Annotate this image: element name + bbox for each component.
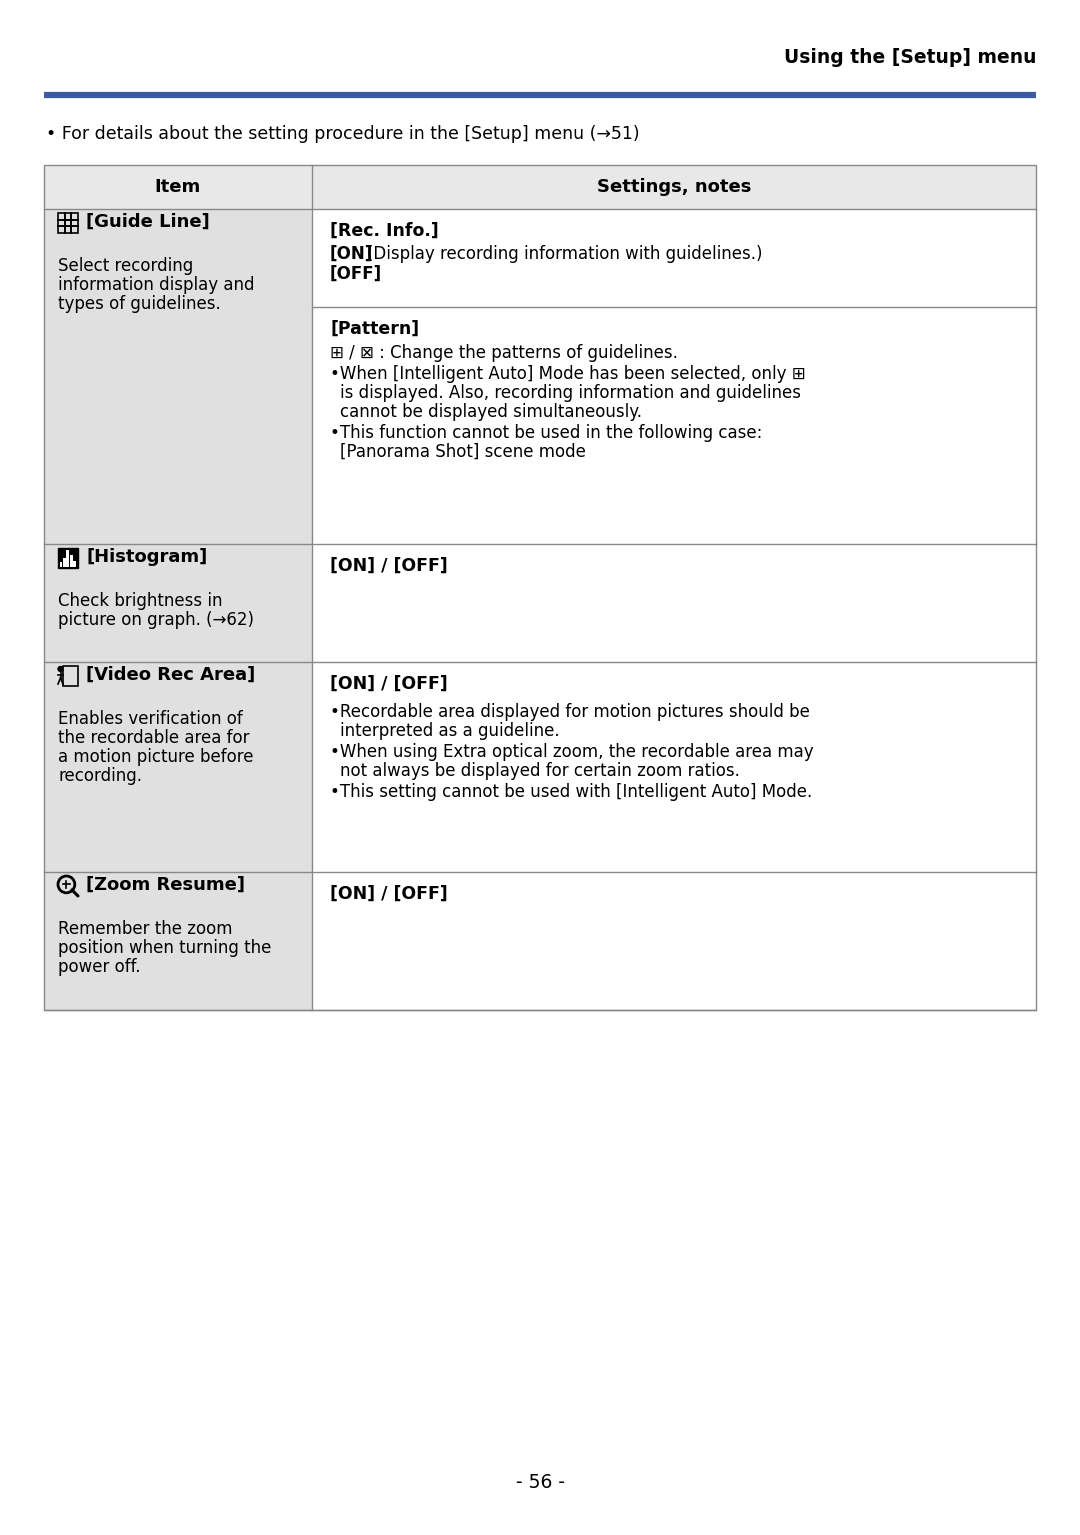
- Text: [ON] / [OFF]: [ON] / [OFF]: [330, 675, 448, 692]
- Text: information display and: information display and: [58, 276, 255, 295]
- Bar: [65, 213, 71, 220]
- Text: ⊞ / ⊠ : Change the patterns of guidelines.: ⊞ / ⊠ : Change the patterns of guideline…: [330, 344, 678, 362]
- Text: Using the [Setup] menu: Using the [Setup] menu: [783, 48, 1036, 68]
- Bar: [63, 559, 66, 566]
- Bar: [71, 226, 78, 233]
- Bar: [58, 213, 65, 220]
- Text: •Recordable area displayed for motion pictures should be: •Recordable area displayed for motion pi…: [330, 703, 810, 721]
- Text: power off.: power off.: [58, 958, 140, 976]
- Bar: [58, 220, 65, 226]
- Circle shape: [58, 666, 63, 671]
- Bar: [71, 220, 78, 226]
- Text: [Rec. Info.]: [Rec. Info.]: [330, 223, 438, 239]
- Bar: [44, 164, 1036, 1010]
- Text: [Zoom Resume]: [Zoom Resume]: [86, 876, 245, 893]
- Bar: [65, 220, 71, 226]
- Text: [Video Rec Area]: [Video Rec Area]: [86, 666, 255, 685]
- Text: [ON] / [OFF]: [ON] / [OFF]: [330, 886, 448, 903]
- Text: •When [Intelligent Auto] Mode has been selected, only ⊞: •When [Intelligent Auto] Mode has been s…: [330, 365, 806, 384]
- Text: [Panorama Shot] scene mode: [Panorama Shot] scene mode: [340, 444, 585, 460]
- Text: Remember the zoom: Remember the zoom: [58, 919, 232, 938]
- Text: the recordable area for: the recordable area for: [58, 729, 249, 748]
- Text: recording.: recording.: [58, 768, 141, 784]
- Text: •When using Extra optical zoom, the recordable area may: •When using Extra optical zoom, the reco…: [330, 743, 813, 761]
- Bar: [44, 209, 312, 543]
- Text: Check brightness in: Check brightness in: [58, 593, 222, 609]
- Text: is displayed. Also, recording information and guidelines: is displayed. Also, recording informatio…: [340, 384, 801, 402]
- Text: Enables verification of: Enables verification of: [58, 711, 243, 728]
- Text: - 56 -: - 56 -: [515, 1474, 565, 1492]
- Text: [Histogram]: [Histogram]: [86, 548, 207, 566]
- Bar: [70, 554, 72, 566]
- Bar: [59, 562, 63, 566]
- Text: a motion picture before: a motion picture before: [58, 748, 254, 766]
- Text: position when turning the: position when turning the: [58, 939, 271, 956]
- Bar: [58, 226, 65, 233]
- Bar: [58, 548, 78, 568]
- Text: Select recording: Select recording: [58, 256, 193, 275]
- Bar: [65, 226, 71, 233]
- Text: interpreted as a guideline.: interpreted as a guideline.: [340, 721, 559, 740]
- Text: Item: Item: [154, 178, 201, 196]
- Bar: [44, 662, 312, 872]
- Text: types of guidelines.: types of guidelines.: [58, 295, 220, 313]
- Text: •This setting cannot be used with [Intelligent Auto] Mode.: •This setting cannot be used with [Intel…: [330, 783, 812, 801]
- Bar: [71, 213, 78, 220]
- Text: cannot be displayed simultaneously.: cannot be displayed simultaneously.: [340, 404, 642, 421]
- Text: Settings, notes: Settings, notes: [597, 178, 752, 196]
- Bar: [44, 872, 312, 1010]
- Bar: [44, 164, 1036, 209]
- Text: not always be displayed for certain zoom ratios.: not always be displayed for certain zoom…: [340, 761, 740, 780]
- Bar: [73, 560, 76, 566]
- Text: [ON] / [OFF]: [ON] / [OFF]: [330, 557, 448, 576]
- Text: •This function cannot be used in the following case:: •This function cannot be used in the fol…: [330, 424, 762, 442]
- Bar: [66, 551, 69, 566]
- Text: [ON]: [ON]: [330, 246, 374, 262]
- Text: picture on graph. (→62): picture on graph. (→62): [58, 611, 254, 629]
- Text: • For details about the setting procedure in the [Setup] menu (→51): • For details about the setting procedur…: [46, 124, 639, 143]
- Text: [OFF]: [OFF]: [330, 266, 382, 282]
- Text: [Pattern]: [Pattern]: [330, 319, 419, 338]
- Text: [Guide Line]: [Guide Line]: [86, 213, 210, 230]
- Text: (Display recording information with guidelines.): (Display recording information with guid…: [367, 246, 762, 262]
- Bar: [44, 543, 312, 662]
- Bar: [63, 666, 78, 686]
